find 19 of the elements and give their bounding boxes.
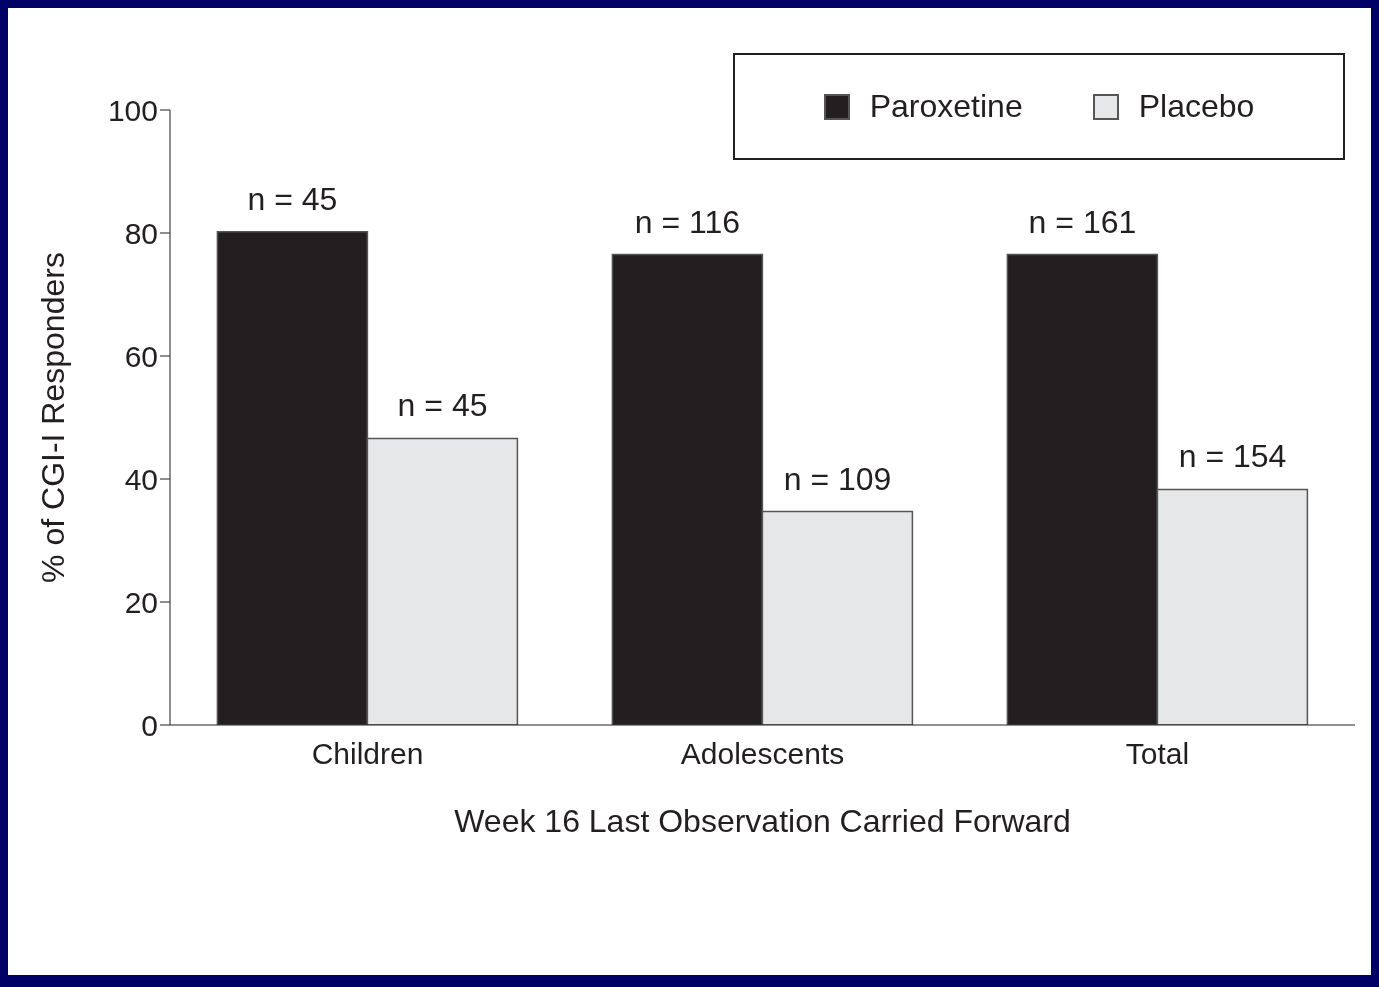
- annotation: n = 154: [1178, 438, 1287, 475]
- y-tick-label: 0: [141, 708, 158, 742]
- annotation: n = 116: [634, 203, 741, 240]
- annotation: n = 161: [1028, 203, 1137, 240]
- legend-label: Paroxetine: [869, 88, 1023, 125]
- annotation: n = 109: [783, 460, 892, 497]
- y-axis-title: % of CGI-I Responders: [35, 252, 72, 583]
- x-tick-label: Adolescents: [680, 737, 845, 771]
- y-tick-label: 40: [124, 462, 158, 496]
- x-tick-label: Total: [1125, 737, 1190, 771]
- y-tick-label: 80: [124, 216, 158, 250]
- y-tick-label: 20: [124, 585, 158, 619]
- annotation: n = 45: [247, 180, 338, 217]
- x-tick-label: Children: [311, 737, 424, 771]
- y-tick-label: 60: [124, 339, 158, 373]
- legend-label: Placebo: [1138, 88, 1255, 125]
- annotation: n = 45: [397, 387, 488, 424]
- x-axis-title: Week 16 Last Observation Carried Forward: [454, 803, 1071, 839]
- y-tick-label: 100: [107, 93, 158, 127]
